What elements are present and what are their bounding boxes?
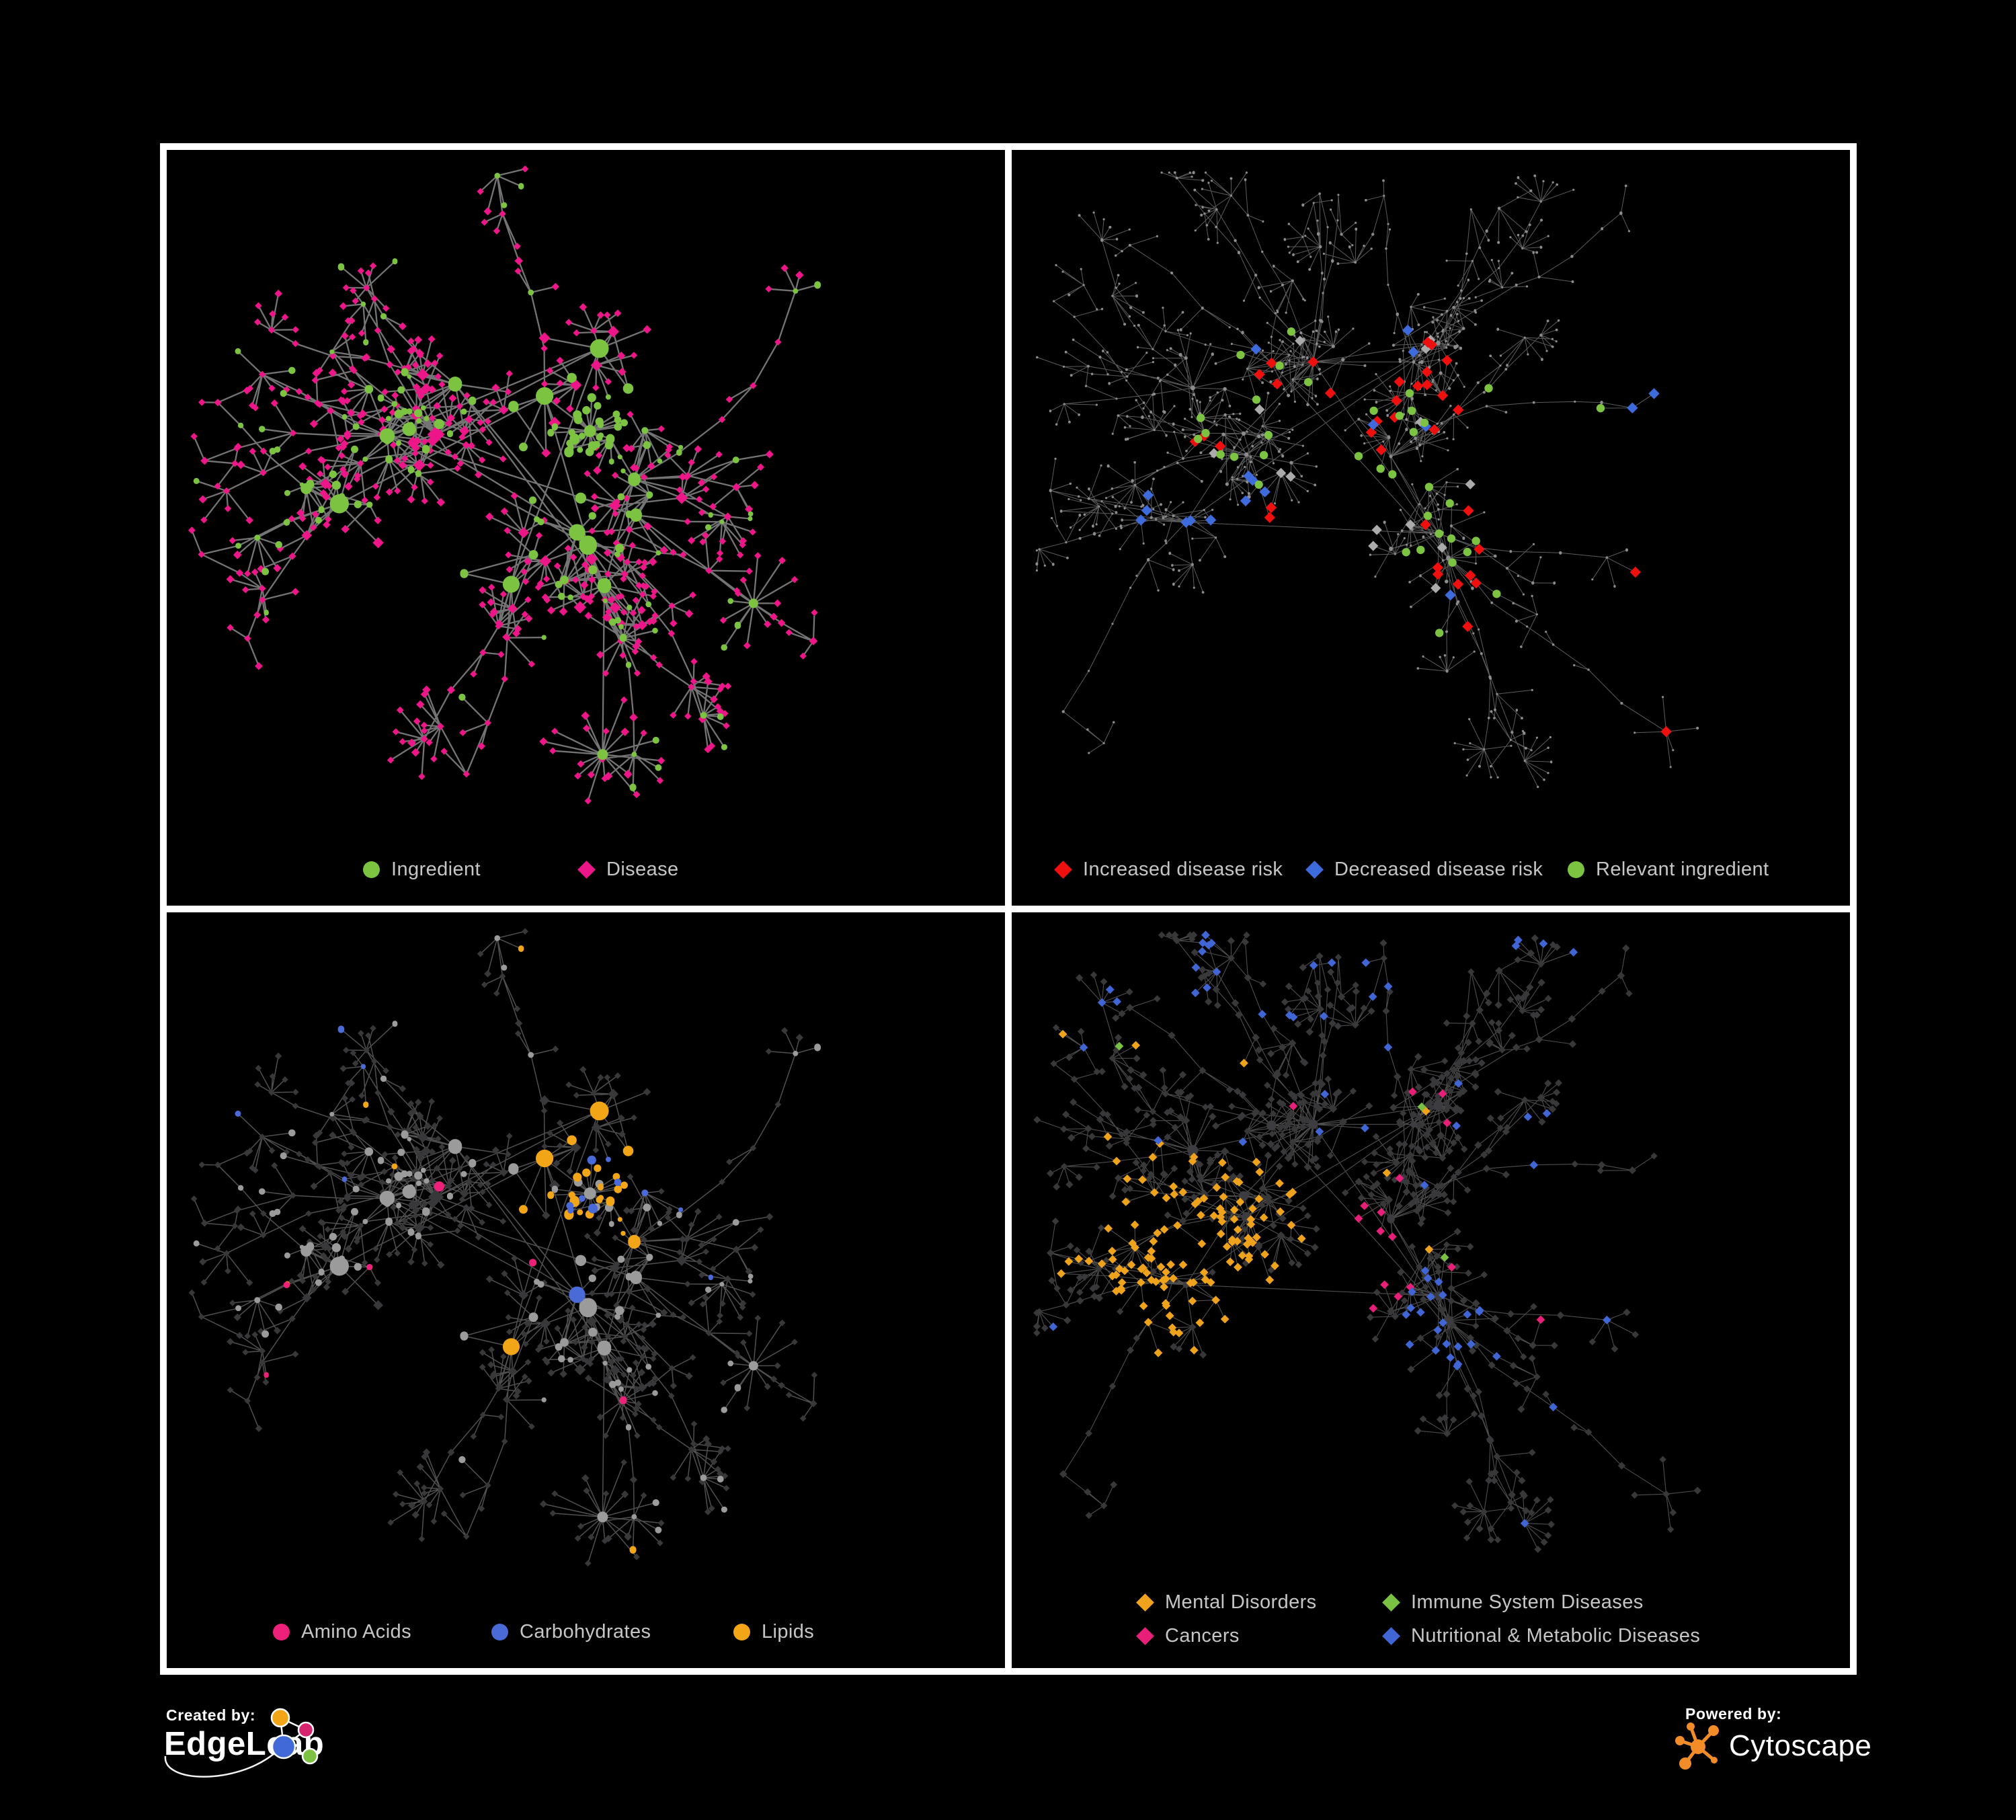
panel-grid: Ingredient Disease Increased disease ris… — [160, 143, 1857, 1675]
legend-label: Carbohydrates — [520, 1620, 651, 1643]
legend-marker-cancers-icon — [1136, 1626, 1154, 1645]
disease-class-graph — [1033, 931, 1701, 1553]
legend-item: Carbohydrates — [491, 1620, 651, 1644]
legend-item: Ingredient — [363, 857, 481, 881]
legend-item: Cancers — [1136, 1624, 1240, 1648]
legend-item: Amino Acids — [273, 1620, 411, 1644]
legend-label: Lipids — [762, 1620, 815, 1643]
legend-marker-ingredient-icon — [363, 861, 380, 878]
legend-label: Decreased disease risk — [1334, 858, 1543, 880]
legend-label: Relevant ingredient — [1596, 858, 1769, 880]
legend-item: Nutritional & Metabolic Diseases — [1382, 1624, 1701, 1648]
legend-marker-nutritional-metabolic-icon — [1382, 1626, 1400, 1645]
legend-item: Increased disease risk — [1054, 857, 1283, 881]
legend-item: Immune System Diseases — [1382, 1590, 1644, 1614]
legend-marker-increased-risk-icon — [1054, 860, 1072, 879]
legend-label: Increased disease risk — [1083, 858, 1283, 880]
edgeleap-wordmark: EdgeLeap — [164, 1726, 325, 1762]
legend-item: Lipids — [733, 1620, 814, 1644]
edgeleap-logo-icon — [164, 1708, 319, 1778]
panel-nutrient-classes: Amino Acids Carbohydrates Lipids — [167, 912, 1005, 1668]
panel-disease-risk: Increased disease risk Decreased disease… — [1012, 150, 1850, 906]
legend-marker-carbohydrates-icon — [491, 1623, 508, 1640]
legend-marker-disease-icon — [577, 860, 596, 879]
ingredient-disease-graph — [188, 165, 821, 805]
legend-marker-immune-diseases-icon — [1382, 1593, 1400, 1612]
legend-marker-amino-acids-icon — [273, 1623, 290, 1640]
legend-label: Amino Acids — [301, 1620, 411, 1643]
panel-disease-classes: Mental Disorders Immune System Diseases … — [1012, 912, 1850, 1668]
legend-item: Relevant ingredient — [1568, 857, 1769, 881]
legend-label: Immune System Diseases — [1411, 1591, 1644, 1613]
panel-ingredient-disease: Ingredient Disease — [167, 150, 1005, 906]
nutrient-class-graph — [188, 928, 821, 1567]
legend-label: Disease — [606, 858, 679, 880]
legend-label: Cancers — [1165, 1624, 1240, 1647]
created-by-label: Created by: — [166, 1706, 256, 1724]
legend-item: Disease — [577, 857, 679, 881]
legend-label: Mental Disorders — [1165, 1591, 1317, 1613]
legend-label: Nutritional & Metabolic Diseases — [1411, 1624, 1701, 1647]
disease-risk-graph — [1035, 171, 1699, 789]
legend-marker-decreased-risk-icon — [1305, 860, 1324, 879]
legend-item: Decreased disease risk — [1305, 857, 1543, 881]
legend-marker-lipids-icon — [733, 1623, 750, 1640]
legend-label: Ingredient — [391, 858, 481, 880]
powered-by-label: Powered by: — [1685, 1705, 1782, 1723]
legend-marker-mental-disorders-icon — [1136, 1593, 1154, 1612]
legend-marker-relevant-ingredient-icon — [1568, 861, 1584, 878]
cytoscape-wordmark: Cytoscape — [1729, 1729, 1872, 1762]
cytoscape-logo-icon — [1675, 1723, 1719, 1770]
legend-item: Mental Disorders — [1136, 1590, 1317, 1614]
